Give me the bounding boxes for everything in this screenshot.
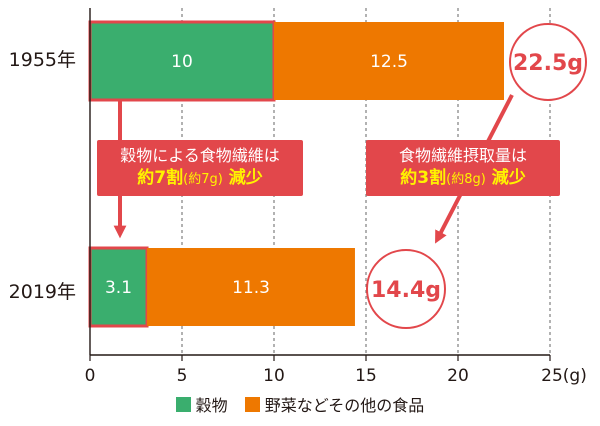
bar-value-label: 11.3 bbox=[232, 278, 270, 298]
bar-value-label: 3.1 bbox=[105, 278, 132, 298]
grain-note-paren: (約7g) bbox=[183, 171, 223, 187]
total-note-decrease: 減少 bbox=[491, 167, 526, 188]
total-decrease-note: 食物繊維摂取量は 約3割(約8g) 減少 bbox=[366, 140, 560, 196]
total-value-label: 14.4g bbox=[371, 278, 441, 303]
total-circle bbox=[509, 23, 587, 101]
bar-value-label: 12.5 bbox=[370, 52, 408, 72]
total-circle bbox=[366, 249, 446, 329]
total-note-paren: (約8g) bbox=[446, 171, 486, 187]
total-note-ratio: 約3割 bbox=[400, 167, 447, 188]
grain-decrease-note: 穀物による食物繊維は 約7割(約7g) 減少 bbox=[97, 140, 303, 196]
category-label: 1955年 bbox=[9, 49, 76, 71]
category-label: 2019年 bbox=[9, 281, 76, 303]
legend-swatch-other bbox=[244, 396, 260, 412]
bar-value-label: 10 bbox=[171, 52, 193, 72]
legend-label-other: 野菜などその他の食品 bbox=[264, 396, 425, 415]
grain-note-decrease: 減少 bbox=[228, 167, 263, 188]
legend-item-other: 野菜などその他の食品 bbox=[244, 392, 425, 416]
axis-layer: 0 5 10 15 20 25(g) 1955年 2019年 bbox=[9, 8, 587, 386]
bar-other-foods bbox=[147, 248, 355, 326]
x-tick-label: 5 bbox=[177, 366, 188, 386]
bar-grain bbox=[88, 246, 149, 328]
x-tick-label: 10 bbox=[263, 366, 285, 386]
total-value-label: 22.5g bbox=[513, 51, 583, 76]
legend-item-grain: 穀物 bbox=[175, 392, 228, 416]
total-note-line2: 約3割(約8g) 減少 bbox=[366, 167, 560, 190]
legend-swatch-grain bbox=[175, 396, 191, 412]
total-note-line1: 食物繊維摂取量は bbox=[398, 146, 527, 165]
annotation-layer: 22.5g 14.4g bbox=[113, 23, 587, 329]
grain-note-line1: 穀物による食物繊維は bbox=[120, 146, 280, 165]
grain-note-ratio: 約7割 bbox=[137, 167, 184, 188]
bar-other-foods bbox=[274, 22, 504, 100]
x-tick-label: 25(g) bbox=[541, 366, 587, 386]
grain-note-line2: 約7割(約7g) 減少 bbox=[97, 167, 303, 190]
bar-layer: 10 12.5 3.1 11.3 bbox=[88, 20, 504, 328]
legend-label-grain: 穀物 bbox=[195, 396, 228, 415]
x-tick-label: 20 bbox=[447, 366, 469, 386]
x-tick-label: 0 bbox=[85, 366, 96, 386]
x-tick-label: 15 bbox=[355, 366, 377, 386]
legend: 穀物 野菜などその他の食品 bbox=[0, 392, 600, 416]
